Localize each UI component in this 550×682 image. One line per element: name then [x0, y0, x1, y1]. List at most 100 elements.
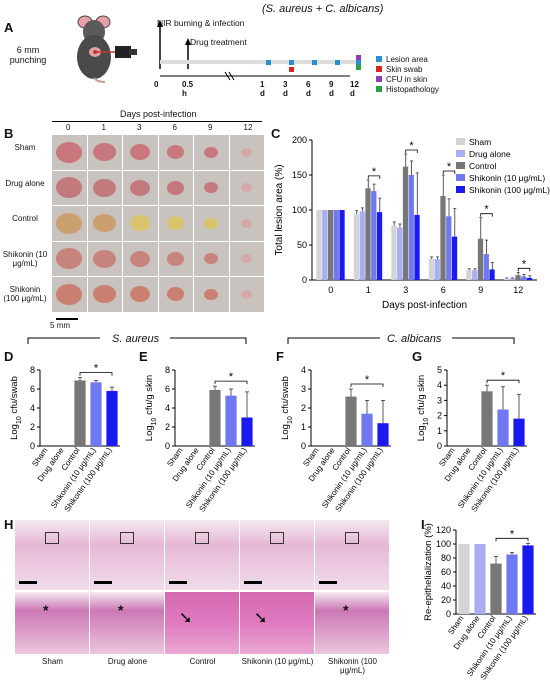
histology-overview: [240, 520, 314, 590]
day-column-label: 3: [137, 123, 142, 132]
bar: [522, 545, 534, 614]
row-label: Drug alone: [5, 178, 45, 188]
y-tick-label: 4: [165, 403, 170, 413]
wound-photo: [158, 206, 193, 241]
cfu-marker: [356, 55, 361, 60]
histology-group-label: Shikonin (100 μg/mL): [328, 657, 377, 675]
wound-photo: [194, 206, 229, 241]
y-tick-label: 150: [292, 170, 307, 180]
bar: [477, 238, 484, 280]
significance-star: *: [409, 140, 414, 152]
bar: [90, 382, 102, 446]
significance-bracket: [214, 380, 248, 385]
y-tick-label: 4: [437, 380, 442, 390]
histo-scalebar: [244, 581, 262, 584]
y-tick-label: 120: [436, 525, 451, 535]
y-tick-label: 2: [301, 403, 306, 413]
significance-bracket: [486, 379, 520, 384]
legend-cfu: CFU in skin: [376, 75, 439, 85]
y-axis-title: Re-epithelialization (%): [423, 523, 434, 621]
wound-spot: [93, 214, 117, 233]
wound-spot: [241, 289, 253, 299]
bar: [225, 395, 237, 446]
bar: [377, 423, 389, 446]
bar: [74, 380, 86, 446]
wound-spot: [93, 285, 117, 304]
zoom-box: [269, 532, 284, 544]
wound-spot: [204, 288, 219, 300]
row-label: Control: [12, 214, 38, 223]
panel-a-label: A: [4, 20, 14, 35]
legend-swatch: [456, 162, 465, 169]
legend-swatch: [456, 150, 465, 157]
bar: [483, 254, 489, 280]
y-axis-title: Log10 cfu/swab: [280, 376, 294, 440]
panel-e-label: E: [139, 349, 148, 364]
bar: [434, 259, 440, 280]
bar: [316, 210, 322, 280]
y-tick-label: 2: [30, 422, 35, 432]
x-tick-label: 3: [403, 285, 408, 295]
y-tick-label: 0: [301, 441, 306, 451]
legend-swatch: [456, 138, 465, 145]
histology-overview: [15, 520, 89, 590]
bar: [371, 191, 377, 280]
bar: [333, 210, 339, 280]
histo-scalebar: [319, 581, 337, 584]
wound-spot: [130, 250, 151, 267]
bar: [497, 409, 509, 446]
wound-spot: [167, 251, 185, 266]
zoom-box: [44, 532, 59, 544]
legend-lesion: Lesion area: [376, 55, 439, 65]
nir-label: NIR burning & infection: [157, 18, 245, 28]
wound-photo: [158, 135, 193, 170]
bar: [440, 196, 446, 280]
bar: [458, 544, 470, 614]
day-column-label: 12: [243, 123, 253, 132]
wound-photo: [194, 241, 229, 276]
wound-photo: [194, 135, 229, 170]
arrow-icon: ➘: [254, 610, 268, 627]
significance-star: *: [522, 258, 527, 270]
x-axis-title: Days post-infection: [382, 300, 467, 311]
legend-label: Control: [469, 161, 497, 171]
y-axis-title: Log10 cfu/g skin: [144, 375, 158, 441]
y-tick-label: 8: [30, 365, 35, 375]
significance-bracket: [442, 170, 456, 174]
timepoint-label: 12 d: [350, 80, 359, 98]
significance-bracket: [495, 537, 529, 542]
significance-star: *: [372, 166, 377, 178]
bar: [322, 210, 328, 280]
y-tick-label: 50: [297, 240, 307, 250]
lesion-marker: [289, 60, 294, 65]
y-tick-label: 40: [441, 581, 451, 591]
wound-photo: [52, 206, 87, 241]
timeline-svg: [157, 20, 360, 81]
significance-bracket: [405, 149, 418, 153]
significance-bracket: [517, 267, 531, 272]
wound-spot: [93, 249, 117, 268]
bar: [513, 418, 525, 446]
bar: [106, 390, 118, 446]
legend-label: Sham: [469, 137, 491, 147]
bar: [359, 211, 365, 280]
epithelium-star: *: [343, 602, 349, 618]
wound-spot: [130, 286, 151, 303]
wound-spot: [204, 182, 219, 194]
bar: [521, 276, 527, 280]
bar: [402, 166, 409, 280]
wound-photo: [123, 241, 158, 276]
day-column-label: 1: [101, 123, 106, 132]
wound-spot: [93, 178, 117, 197]
timepoint-label: 9 d: [329, 80, 334, 98]
bar: [503, 278, 510, 280]
timepoint-label: 0: [154, 80, 159, 89]
histology-zoom: ➘: [240, 592, 314, 654]
y-axis-title: Total lesion area (%): [274, 164, 285, 255]
y-tick-label: 0: [446, 609, 451, 619]
wound-spot: [167, 180, 185, 195]
row-label: Shikonin (10 μg/mL): [2, 249, 48, 268]
bar: [414, 214, 420, 280]
